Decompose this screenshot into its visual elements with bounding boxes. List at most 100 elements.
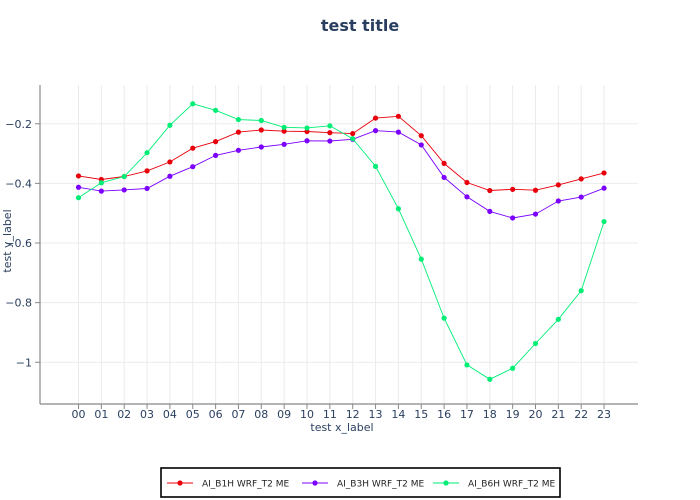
data-point xyxy=(98,188,104,194)
data-point xyxy=(418,142,424,148)
data-point xyxy=(258,144,264,150)
grid xyxy=(40,85,638,404)
data-point xyxy=(327,123,333,129)
data-point xyxy=(487,376,493,382)
data-point xyxy=(304,128,310,135)
x-tick-label: 20 xyxy=(529,408,543,421)
data-point xyxy=(487,187,493,194)
data-point xyxy=(190,101,196,107)
data-point xyxy=(555,198,561,204)
data-point xyxy=(510,186,516,192)
data-point xyxy=(464,179,470,186)
data-point xyxy=(281,124,287,130)
legend-label: AI_B6H WRF_T2 ME xyxy=(468,480,556,490)
data-point xyxy=(213,107,219,113)
series-1 xyxy=(75,113,607,194)
data-point xyxy=(190,164,196,170)
data-point xyxy=(601,185,607,191)
data-point xyxy=(395,206,401,212)
data-point xyxy=(510,215,516,221)
data-point xyxy=(441,174,447,181)
x-tick-label: 00 xyxy=(72,408,86,421)
data-point xyxy=(121,173,127,180)
legend: AI_B1H WRF_T2 ME AI_B3H WRF_T2 ME AI_B6H W… xyxy=(160,467,561,498)
y-tick-label: −0.4 xyxy=(5,177,32,190)
data-point xyxy=(555,182,561,188)
x-tick-label: 03 xyxy=(140,408,154,421)
x-ticks: 00 01 02 03 04 05 06 07 08 09 10 11 12 13 14 15 16 17 18 19… xyxy=(72,404,611,421)
x-tick-label: 17 xyxy=(460,408,474,421)
x-tick-label: 11 xyxy=(323,408,337,421)
series-line xyxy=(78,103,605,380)
series-3 xyxy=(75,101,607,382)
data-point xyxy=(121,187,127,193)
data-point xyxy=(281,128,287,134)
data-point xyxy=(418,133,424,139)
data-point xyxy=(235,116,242,123)
data-point xyxy=(555,316,561,322)
data-point xyxy=(441,160,447,167)
series-group xyxy=(75,101,607,382)
data-point xyxy=(395,113,401,119)
data-point xyxy=(601,218,607,225)
x-axis-label: test x_label xyxy=(310,421,373,434)
series-2 xyxy=(75,128,607,221)
legend-item: AI_B3H WRF_T2 ME xyxy=(302,480,425,490)
data-point xyxy=(258,127,264,133)
x-tick-label: 02 xyxy=(117,408,131,421)
data-point xyxy=(281,141,287,147)
legend-swatch-marker xyxy=(312,480,318,486)
data-point xyxy=(144,150,150,156)
legend-swatch-marker xyxy=(443,480,449,486)
x-tick-label: 22 xyxy=(574,408,588,421)
data-point xyxy=(578,176,584,182)
data-point xyxy=(510,365,516,371)
data-point xyxy=(167,122,173,128)
legend-box xyxy=(160,467,561,498)
data-point xyxy=(167,159,173,165)
x-tick-label: 07 xyxy=(231,408,245,421)
y-tick-label: −0.2 xyxy=(5,118,32,131)
data-point xyxy=(487,208,493,215)
data-point xyxy=(601,170,607,176)
data-point xyxy=(213,152,219,158)
data-point xyxy=(167,173,173,179)
legend-item: AI_B1H WRF_T2 ME xyxy=(167,480,290,490)
data-point xyxy=(578,194,584,200)
data-point xyxy=(190,145,196,151)
data-point xyxy=(304,138,310,144)
legend-label: AI_B3H WRF_T2 ME xyxy=(337,480,425,490)
data-point xyxy=(464,362,470,368)
data-point xyxy=(418,256,424,262)
data-point xyxy=(75,173,82,179)
data-point xyxy=(327,138,333,144)
data-point xyxy=(75,184,82,190)
x-tick-label: 12 xyxy=(346,408,360,421)
data-point xyxy=(372,128,379,134)
data-point xyxy=(395,129,401,135)
data-point xyxy=(532,211,539,217)
y-tick-label: −0.8 xyxy=(5,297,32,310)
x-tick-label: 19 xyxy=(506,408,520,421)
x-tick-label: 15 xyxy=(414,408,428,421)
chart-title: test title xyxy=(321,16,400,35)
data-point xyxy=(350,130,356,137)
data-point xyxy=(213,139,219,145)
data-point xyxy=(98,180,104,186)
x-tick-label: 08 xyxy=(254,408,268,421)
y-ticks: −1 −0.8 −0.6 −0.4 −0.2 xyxy=(5,118,40,369)
data-point xyxy=(235,129,242,135)
data-point xyxy=(350,136,356,142)
x-tick-label: 06 xyxy=(209,408,223,421)
legend-swatch-marker xyxy=(177,480,183,486)
data-point xyxy=(464,194,470,200)
x-tick-label: 23 xyxy=(597,408,611,421)
data-point xyxy=(144,185,150,192)
axes xyxy=(39,85,638,405)
y-axis-label: test y_label xyxy=(1,209,14,272)
data-point xyxy=(235,147,242,153)
y-tick-label: −0.6 xyxy=(5,237,32,250)
legend-item: AI_B6H WRF_T2 ME xyxy=(433,480,556,490)
y-tick-label: −1 xyxy=(16,356,32,369)
